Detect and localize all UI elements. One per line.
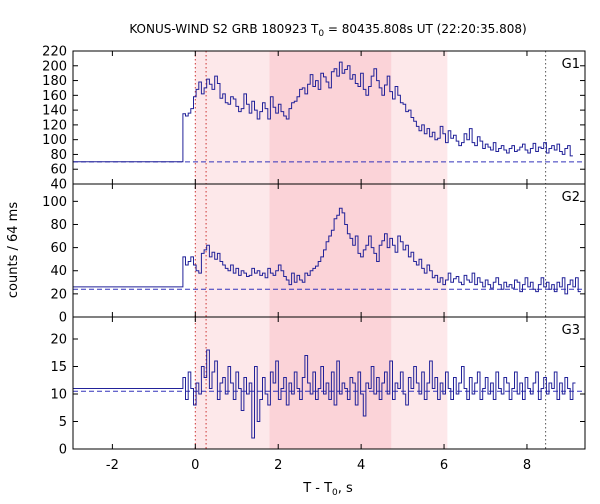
lightcurve-g3 bbox=[73, 349, 576, 439]
y-tick-label-g1: 220 bbox=[42, 45, 67, 60]
shaded-interval-1 bbox=[269, 51, 392, 449]
y-tick-label-g3: 20 bbox=[50, 333, 67, 348]
lightcurve-g2 bbox=[73, 207, 581, 295]
x-tick-label: 0 bbox=[191, 458, 199, 473]
panel-label-g1: G1 bbox=[562, 57, 580, 72]
y-tick-label-g3: 15 bbox=[50, 360, 67, 375]
y-tick-label-g3: 0 bbox=[59, 443, 67, 458]
y-tick-label-g1: 180 bbox=[42, 74, 67, 89]
chart-title-tail: = 80435.808s UT (22:20:35.808) bbox=[324, 22, 527, 36]
y-tick-label-g1: 160 bbox=[42, 89, 67, 104]
y-tick-label-g2: 0 bbox=[59, 311, 67, 326]
y-tick-label-g2: 40 bbox=[50, 264, 67, 279]
y-tick-label-g2: 20 bbox=[50, 287, 67, 302]
y-tick-label-g1: 200 bbox=[42, 59, 67, 74]
panel-label-g2: G2 bbox=[562, 190, 580, 205]
x-axis-label-tail: , s bbox=[338, 481, 353, 496]
lightcurve-g1 bbox=[73, 61, 573, 163]
panel-frame-g3 bbox=[72, 316, 586, 450]
x-tick-label: -2 bbox=[106, 458, 119, 473]
y-tick-label-g1: 100 bbox=[42, 133, 67, 148]
y-tick-label-g1: 120 bbox=[42, 118, 67, 133]
x-axis-label: T - T0, s bbox=[302, 481, 353, 498]
panel-label-g3: G3 bbox=[562, 323, 580, 338]
y-axis-label: counts / 64 ms bbox=[6, 202, 21, 298]
y-tick-label-g1: 40 bbox=[50, 178, 67, 193]
y-tick-label-g1: 80 bbox=[50, 148, 67, 163]
y-tick-label-g3: 10 bbox=[50, 388, 67, 403]
y-tick-label-g1: 60 bbox=[50, 163, 67, 178]
x-axis-label-subscript: 0 bbox=[332, 488, 338, 498]
chart-title: KONUS-WIND S2 GRB 180923 T0 = 80435.808s… bbox=[129, 22, 526, 39]
y-tick-label-g1: 140 bbox=[42, 104, 67, 119]
x-tick-label: 4 bbox=[357, 458, 365, 473]
x-tick-label: 2 bbox=[274, 458, 282, 473]
y-tick-label-g3: 5 bbox=[59, 415, 67, 430]
y-tick-label-g2: 100 bbox=[42, 195, 67, 210]
y-tick-label-g2: 80 bbox=[50, 218, 67, 233]
y-tick-label-g2: 60 bbox=[50, 241, 67, 256]
chart-title-subscript: 0 bbox=[318, 29, 324, 39]
x-tick-label: 6 bbox=[440, 458, 448, 473]
x-tick-label: 8 bbox=[523, 458, 531, 473]
